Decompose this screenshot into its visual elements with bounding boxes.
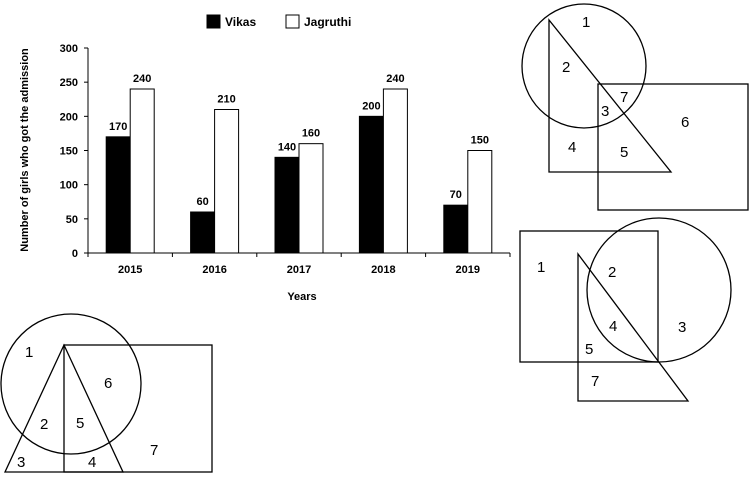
data-label-jagruthi-2016: 210 xyxy=(217,94,235,106)
x-tick-label: 2015 xyxy=(118,264,142,276)
data-label-vikas-2017: 140 xyxy=(278,141,296,153)
bar-vikas-2017 xyxy=(274,156,300,254)
venn-a-region-3: 3 xyxy=(601,103,609,120)
venn-b-triangle xyxy=(577,252,690,402)
venn-a-region-6: 6 xyxy=(681,114,689,131)
venn-c-region-6: 6 xyxy=(104,375,112,392)
venn-a-rectangle xyxy=(597,83,749,211)
data-label-vikas-2016: 60 xyxy=(196,196,208,208)
venn-c-region-7: 7 xyxy=(150,442,158,459)
bar-jagruthi-2016 xyxy=(214,109,240,254)
legend-swatch-jagruthi xyxy=(285,14,300,29)
y-tick-label: 250 xyxy=(60,77,78,89)
y-tick-label: 50 xyxy=(66,214,78,226)
y-axis-title: Number of girls who got the admission xyxy=(19,48,31,252)
venn-c-region-5: 5 xyxy=(76,415,84,432)
y-tick-label: 150 xyxy=(60,146,78,158)
bar-jagruthi-2017 xyxy=(298,143,324,254)
venn-diagram-a: 1 2 3 4 5 6 7 xyxy=(521,3,749,211)
x-tick-label: 2017 xyxy=(287,264,311,276)
venn-diagram-c: 1 2 3 4 5 6 7 xyxy=(0,313,213,473)
venn-b-region-5: 5 xyxy=(585,341,593,358)
data-label-jagruthi-2019: 150 xyxy=(471,135,489,147)
venn-c-region-2: 2 xyxy=(40,416,48,433)
y-tick-label: 0 xyxy=(72,248,78,260)
bar-vikas-2018 xyxy=(358,115,384,254)
y-tick-label: 100 xyxy=(60,180,78,192)
data-label-jagruthi-2015: 240 xyxy=(133,73,151,85)
x-tick-label: 2018 xyxy=(371,264,395,276)
venn-a-region-2: 2 xyxy=(562,59,570,76)
venn-c-region-3: 3 xyxy=(17,454,25,471)
data-label-vikas-2015: 170 xyxy=(109,121,127,133)
bar-jagruthi-2015 xyxy=(129,88,155,254)
x-axis-title: Years xyxy=(287,291,316,303)
venn-a-region-1: 1 xyxy=(582,14,590,31)
venn-a-region-7: 7 xyxy=(620,89,628,106)
venn-b-region-2: 2 xyxy=(608,264,616,281)
bar-vikas-2015 xyxy=(105,136,131,254)
y-axis: 0 50 100 150 200 250 300 xyxy=(60,43,88,260)
bar-vikas-2016 xyxy=(190,211,216,254)
data-label-vikas-2018: 200 xyxy=(362,100,380,112)
x-tick-label: 2019 xyxy=(456,264,480,276)
venn-c-rectangle xyxy=(63,344,213,473)
venn-b-region-1: 1 xyxy=(537,259,545,276)
x-tick-label: 2016 xyxy=(202,264,226,276)
bar-jagruthi-2018 xyxy=(382,88,408,254)
venn-a-triangle xyxy=(548,18,673,173)
legend-label-vikas: Vikas xyxy=(225,15,256,29)
venn-b-region-7: 7 xyxy=(591,373,599,390)
bars xyxy=(105,88,493,254)
data-label-vikas-2019: 70 xyxy=(450,189,462,201)
venn-a-region-5: 5 xyxy=(620,144,628,161)
x-axis: 2015 2016 2017 2018 2019 xyxy=(87,253,511,276)
bar-vikas-2019 xyxy=(443,204,469,254)
data-label-jagruthi-2017: 160 xyxy=(302,128,320,140)
legend-swatch-vikas xyxy=(206,14,221,29)
bar-jagruthi-2019 xyxy=(467,150,493,254)
venn-diagram-b: 1 2 3 4 5 7 xyxy=(519,217,732,402)
venn-c-region-4: 4 xyxy=(88,454,96,471)
venn-b-region-3: 3 xyxy=(678,319,686,336)
venn-b-region-4: 4 xyxy=(609,318,617,335)
venn-c-region-1: 1 xyxy=(25,344,33,361)
venn-a-circle xyxy=(521,3,647,129)
venn-c-circle xyxy=(0,313,142,455)
bar-value-labels: 170 240 60 210 140 160 200 240 70 150 xyxy=(109,73,489,208)
data-label-jagruthi-2018: 240 xyxy=(386,73,404,85)
y-tick-label: 200 xyxy=(60,111,78,123)
venn-a-region-4: 4 xyxy=(568,139,576,156)
legend-label-jagruthi: Jagruthi xyxy=(304,15,351,29)
venn-b-rectangle xyxy=(519,230,659,363)
legend: Vikas Jagruthi xyxy=(206,14,351,29)
venn-b-circle xyxy=(586,217,732,363)
y-tick-label: 300 xyxy=(60,43,78,55)
